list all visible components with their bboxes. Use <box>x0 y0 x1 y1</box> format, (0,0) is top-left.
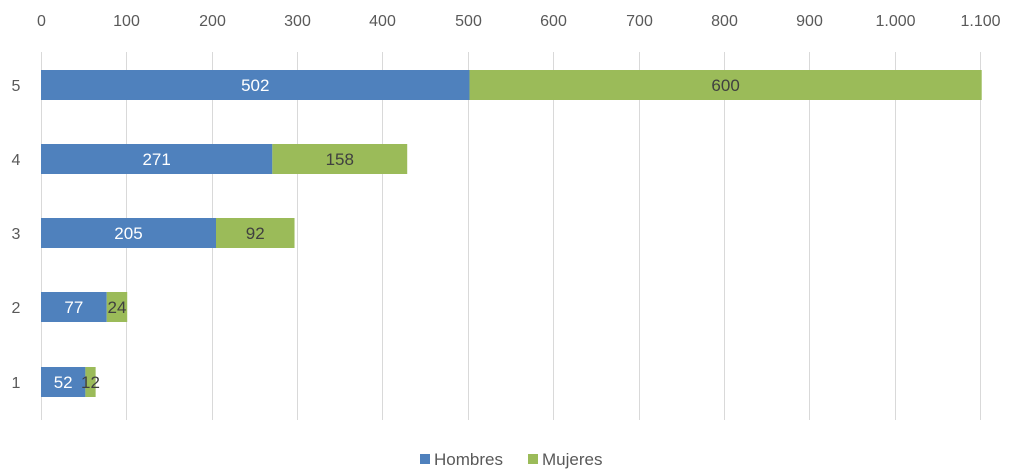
data-label-mujeres-4: 158 <box>326 150 354 169</box>
data-label-hombres-5: 502 <box>241 76 269 95</box>
bar-mujeres-5 <box>469 70 982 100</box>
x-tick-label: 400 <box>369 13 396 30</box>
x-tick-label: 200 <box>199 13 226 30</box>
data-label-mujeres-5: 600 <box>711 76 739 95</box>
bar-mujeres-2 <box>106 292 128 322</box>
legend-label-hombres: Hombres <box>434 450 503 469</box>
gridlines <box>41 52 981 420</box>
category-label-2: 2 <box>12 300 21 317</box>
bar-hombres-4 <box>41 144 273 174</box>
data-label-hombres-2: 77 <box>64 298 83 317</box>
data-labels: 52 12 77 24 205 92 271 158 502 600 <box>54 76 740 392</box>
x-tick-label: 300 <box>284 13 311 30</box>
legend-label-mujeres: Mujeres <box>542 450 602 469</box>
x-tick-label: 700 <box>626 13 653 30</box>
bar-hombres-3 <box>41 218 216 248</box>
x-tick-label: 0 <box>37 13 46 30</box>
data-label-hombres-1: 52 <box>54 373 73 392</box>
data-label-hombres-4: 271 <box>142 150 170 169</box>
x-tick-label: 100 <box>113 13 140 30</box>
x-tick-label: 900 <box>796 13 823 30</box>
bar-hombres-2 <box>41 292 107 322</box>
x-axis-ticks: 0 100 200 300 400 500 600 700 800 900 1.000 1.100 <box>37 13 1001 30</box>
x-tick-label: 600 <box>540 13 567 30</box>
legend: Hombres Mujeres <box>420 450 602 469</box>
legend-swatch-mujeres <box>528 454 538 464</box>
legend-swatch-hombres <box>420 454 430 464</box>
bar-mujeres-1 <box>85 367 96 397</box>
data-label-mujeres-3: 92 <box>246 224 265 243</box>
x-tick-label: 800 <box>711 13 738 30</box>
category-label-5: 5 <box>12 78 21 95</box>
y-axis-categories: 1 2 3 4 5 <box>12 78 21 392</box>
category-label-3: 3 <box>12 226 21 243</box>
bar-mujeres-4 <box>272 144 408 174</box>
bar-hombres-5 <box>41 70 470 100</box>
x-tick-label: 1.100 <box>960 13 1000 30</box>
bars <box>41 70 982 397</box>
category-label-4: 4 <box>12 152 21 169</box>
data-label-mujeres-2: 24 <box>108 298 127 317</box>
bar-mujeres-3 <box>215 218 295 248</box>
x-tick-label: 1.000 <box>875 13 915 30</box>
bar-hombres-1 <box>41 367 86 397</box>
data-label-mujeres-1: 12 <box>81 373 100 392</box>
x-tick-label: 500 <box>455 13 482 30</box>
category-label-1: 1 <box>12 375 21 392</box>
data-label-hombres-3: 205 <box>114 224 142 243</box>
